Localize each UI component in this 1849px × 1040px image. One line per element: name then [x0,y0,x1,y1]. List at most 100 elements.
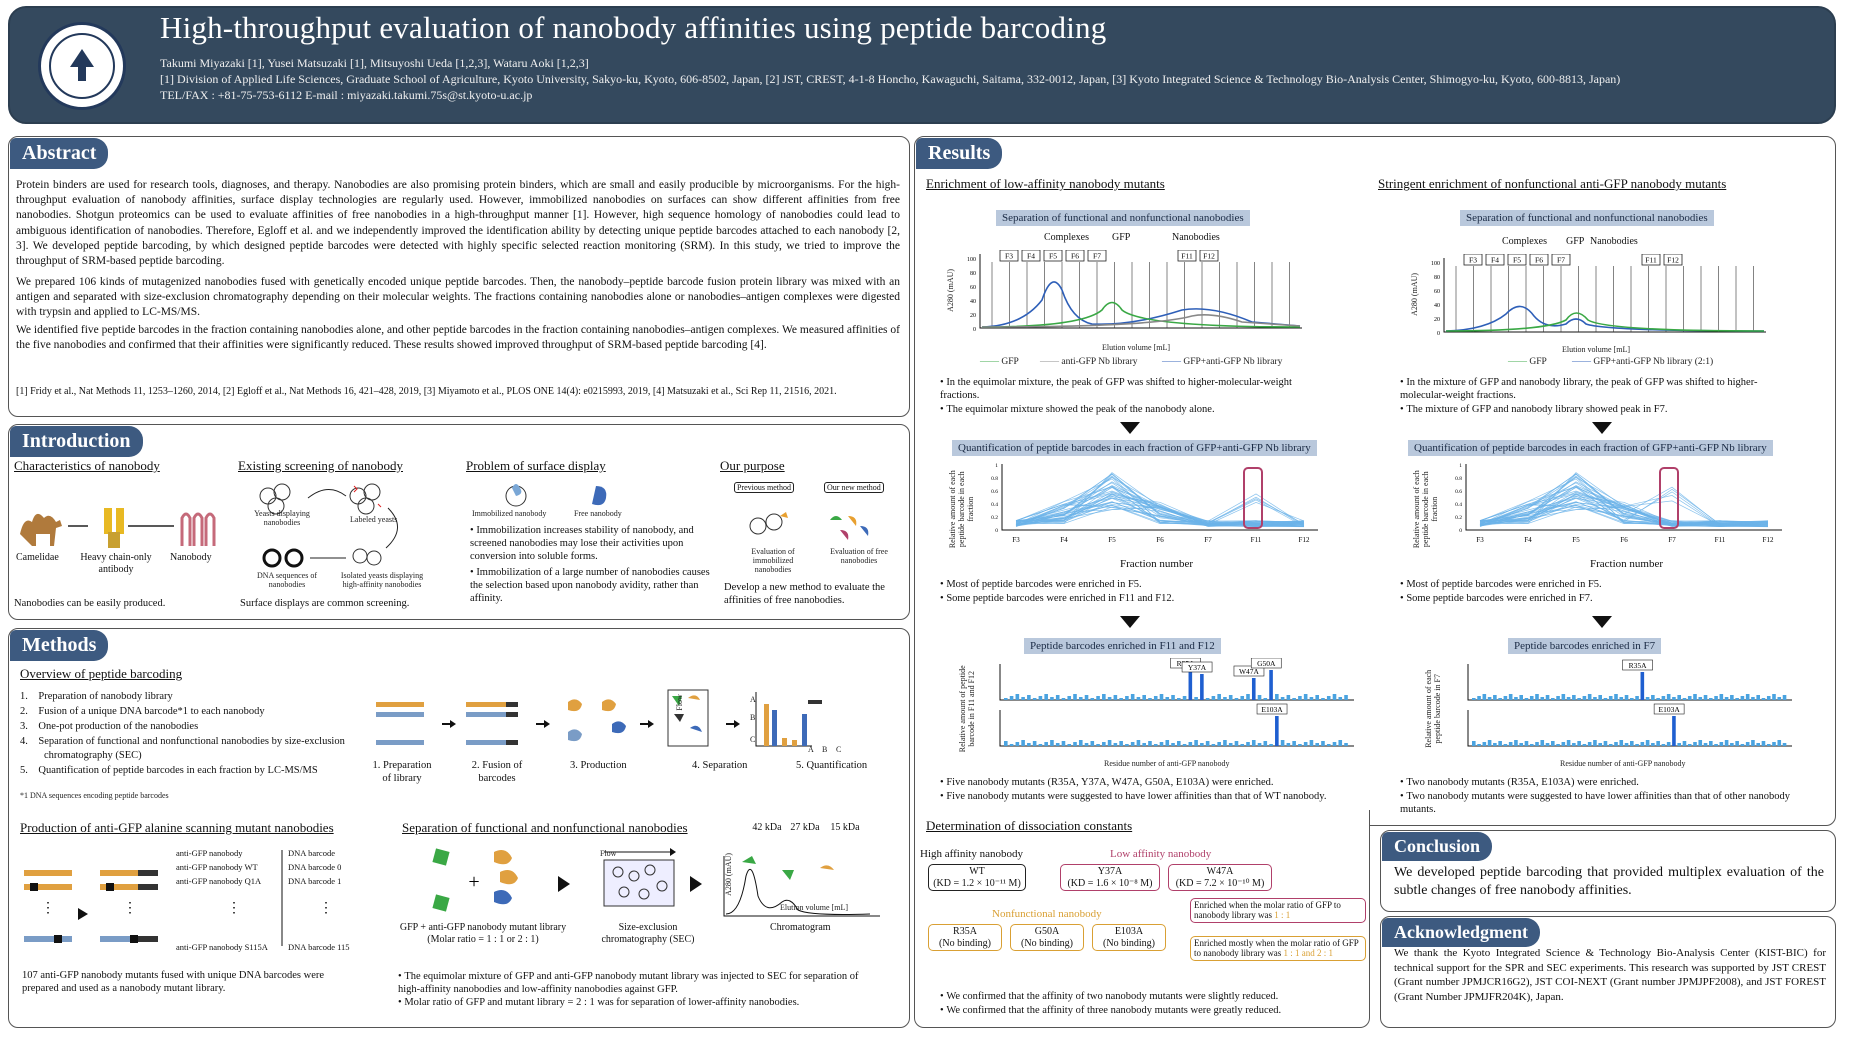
enrich-bar [1269,670,1273,700]
enrich-bar [1698,697,1703,700]
step-label-4: 4. Separation [692,760,748,771]
quant-xtick: F4 [1524,536,1532,544]
enrich-bar [1751,740,1755,746]
curve-gfp [1445,312,1765,332]
sep-caption-left: Separation of functional and nonfunction… [996,210,1250,226]
enrich-bar [1624,743,1629,746]
down-arrow-right-1 [1592,422,1612,434]
nanobody-origin-illustration [20,508,216,548]
quant-xtick: F11 [1251,536,1262,544]
enrich-bar [1009,696,1014,700]
svg-text:+: + [468,871,479,893]
enrich-peak-tag-box [1181,661,1213,673]
enrich-bar [1677,743,1681,746]
legend-left-library: —— anti-GFP Nb library [1040,357,1138,367]
enrich-bar [1015,742,1020,746]
enrich-bar [1211,696,1216,700]
chromatogram-right: 0 20 40 60 80 100 F3 F4 F5 F6 F7 F11 F12 [1431,254,1766,337]
enrich-bar [1182,744,1187,746]
enrich-bar [1566,740,1571,746]
methods-heading: Methods [10,630,109,661]
label-chromatogram: Chromatogram [770,922,831,933]
enrich-bar [1693,694,1697,700]
enrich-bar [1582,696,1587,700]
enrich-bar [1745,742,1750,746]
immobilized-vs-free-illustration [505,484,607,507]
quant-highlight-box [1243,467,1263,529]
methods-step-item: 4. Separation of functional and nonfunct… [20,736,345,761]
enrich-bar [1740,744,1745,746]
quant-series-line [1015,493,1305,527]
chrom-ytick: 0 [973,327,976,333]
enrich-bar [1326,696,1331,700]
enrich-bar [1027,695,1031,700]
label-camelidae: Camelidae [16,552,59,563]
methods-step-item: 2. Fusion of a unique DNA barcode*1 to e… [20,706,265,718]
quant-ytick: 0.6 [991,489,998,495]
introduction-heading: Introduction [10,426,143,457]
label-dna-sequences: DNA sequences of nanobodies [257,571,317,589]
enrich-bar [1682,698,1687,700]
enrich-bar [1228,695,1233,700]
fraction-tag-box [1663,254,1683,266]
quant-ytick: 1 [1459,463,1462,469]
result-left-bullet-2: • The equimolar mixture showed the peak … [940,404,1215,415]
enrich-bar [1472,741,1476,746]
enrich-bar [1205,698,1210,700]
methods-sub-overview: Overview of peptide barcoding [20,666,183,681]
enrich-bar [1090,741,1095,746]
enrich-bar [1050,697,1054,700]
enrich-bar [1551,698,1555,700]
label-fraction-c: C [750,735,756,744]
quant-xtick: F5 [1108,536,1116,544]
label-42kda: 42 kDa [752,822,782,833]
enrich-bar [1257,743,1262,746]
enrich-bar [1061,698,1066,700]
quant-xtick: F5 [1572,536,1580,544]
abstract-p2: We prepared 106 kinds of mutagenized nan… [16,276,900,319]
quant-xtick: F7 [1204,536,1212,544]
kd-box-g50a: G50A (No binding) [1010,924,1084,951]
enrich-bar [1709,741,1713,746]
enrich-bar [1761,698,1766,700]
enrich-bar [1344,695,1348,700]
fraction-tag-label: F7 [1557,256,1565,265]
enrich-bar [1529,744,1534,746]
label-gfp-left: GFP [1112,232,1131,243]
quant-ytick: 0.4 [1455,502,1462,508]
quant-series-line [1479,482,1769,527]
chrom-ytick: 100 [1431,261,1440,267]
label-complexes-left: Complexes [1044,232,1089,243]
enrich-bar [1572,695,1576,700]
label-labeled-yeasts: Labeled yeasts [350,515,398,524]
enrich-bar [1545,743,1550,746]
enrich-axes [999,664,1354,701]
enrich-bar [1032,698,1037,700]
enrich-bar [1102,694,1106,700]
enrich-bar [1603,698,1608,700]
quant-series-line [1479,496,1769,527]
enrich-bar [1487,740,1492,746]
enrich-bar [1148,698,1152,700]
enrich-bar [1084,695,1089,700]
enrich-bar [1015,694,1020,700]
enrich-peak-label: W47A [1239,667,1260,676]
enrich-bar [1561,694,1566,700]
enrich-bar [1194,740,1198,746]
fraction-tag-box [1507,254,1527,266]
enrich-bar [1205,741,1210,746]
enrich-bar [1004,698,1008,700]
label-immobilized: Immobilized nanobody [472,509,547,518]
quant-chart-right: F3 F4 F5 F6 F7 F11 F12 0 0.2 0.4 0.6 0.8 1 [1455,463,1782,544]
enrich-bar [1153,744,1158,746]
enrich-bar [1303,694,1308,700]
enrich-bar [1782,743,1787,746]
enrich-bar [1593,697,1597,700]
enrich-bar [1326,744,1331,746]
label-fraction-number-left: Fraction number [1120,558,1194,570]
enrich-bar [1263,698,1268,700]
down-arrow-left-1 [1120,422,1140,434]
enrich-bar [1130,742,1135,746]
enrich-peak-tag-box [1622,659,1653,671]
enrich-bar [1651,743,1655,746]
